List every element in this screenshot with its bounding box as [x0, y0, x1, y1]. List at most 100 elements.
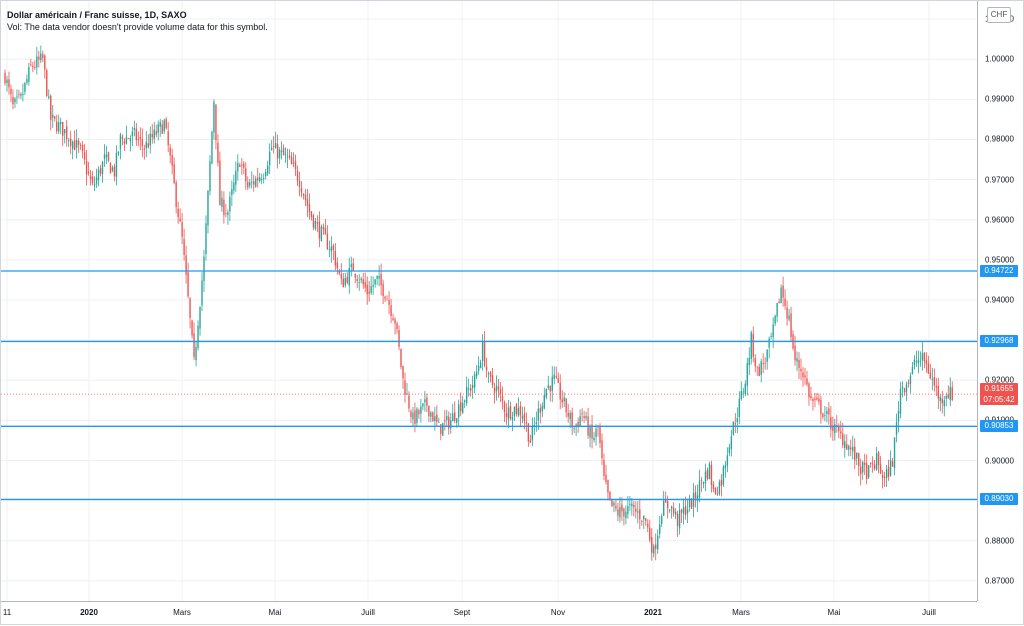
candle-body — [432, 412, 434, 422]
candle-body — [189, 298, 191, 318]
candle-body — [87, 172, 90, 174]
candle-body — [730, 436, 733, 449]
candle-body — [655, 544, 657, 550]
candle-body — [659, 524, 661, 534]
candle-body — [117, 151, 120, 154]
candle-body — [153, 129, 155, 139]
candle-body — [842, 433, 844, 446]
chart-plot-area[interactable]: Dollar américain / Franc suisse, 1D, SAX… — [1, 1, 977, 601]
candle-body — [919, 360, 922, 362]
candle-body — [911, 366, 914, 374]
candle-body — [448, 416, 450, 429]
time-axis[interactable]: 11 2020 Mars Mai Juill Sept Nov 2021 Mars Mai Juil… — [1, 601, 977, 626]
candle-body — [915, 361, 918, 363]
candle-body — [312, 215, 315, 228]
candle-body — [661, 516, 663, 524]
candle-body — [139, 136, 142, 139]
candle-body — [360, 278, 362, 281]
candle-body — [251, 181, 253, 183]
candle-body — [657, 535, 659, 550]
candle-body — [647, 523, 649, 528]
candle-body — [764, 362, 766, 364]
candle-body — [322, 226, 325, 230]
candle-body — [424, 399, 426, 403]
candle-body — [99, 168, 102, 174]
candle-body — [776, 302, 778, 317]
candle-body — [211, 131, 213, 164]
price-axis[interactable]: 1.010001.000000.990000.980000.970000.960… — [977, 1, 1024, 601]
candle-body — [865, 463, 868, 480]
candle-body — [187, 272, 189, 297]
candle-body — [698, 480, 701, 498]
candle-body — [32, 65, 34, 68]
candle-body — [137, 138, 140, 140]
candle-body — [300, 188, 303, 193]
candle-body — [686, 509, 689, 514]
candle-body — [382, 283, 384, 297]
candle-body — [561, 399, 563, 403]
candle-body — [742, 391, 744, 393]
candle-body — [629, 503, 631, 505]
candle-body — [456, 418, 458, 423]
candle-body — [879, 464, 882, 474]
candle-body — [77, 140, 80, 145]
candle-body — [141, 139, 144, 147]
candle-body — [499, 389, 502, 395]
candle-body — [426, 397, 428, 406]
price-tick-label: 0.90000 — [985, 456, 1014, 466]
candle-body — [905, 384, 908, 393]
candle-body — [850, 447, 852, 450]
candle-body — [637, 511, 639, 513]
candle-body — [623, 508, 625, 517]
candle-body — [802, 372, 804, 378]
candle-body — [310, 211, 313, 218]
candle-body — [163, 120, 165, 132]
candle-body — [454, 412, 456, 422]
candle-body — [428, 405, 430, 417]
candle-body — [617, 509, 619, 516]
candle-body — [235, 171, 237, 185]
candle-body — [485, 366, 488, 371]
candle-body — [340, 274, 343, 279]
candle-body — [720, 479, 723, 487]
candle-body — [545, 388, 547, 398]
candle-body — [384, 296, 386, 299]
candle-body — [390, 305, 392, 317]
candle-body — [633, 504, 635, 508]
candle-body — [527, 423, 530, 442]
candle-body — [858, 452, 860, 467]
candle-body — [165, 119, 167, 129]
candle-body — [113, 166, 116, 177]
candle-body — [286, 156, 289, 158]
candle-body — [167, 131, 169, 146]
level-price-label: 0.94722 — [980, 265, 1018, 278]
candle-body — [207, 190, 209, 226]
candle-body — [766, 349, 768, 362]
level-price-label: 0.89030 — [980, 493, 1018, 506]
candle-body — [682, 507, 685, 514]
candle-body — [282, 147, 285, 156]
candle-body — [352, 263, 354, 272]
candle-body — [378, 276, 380, 279]
time-tick-label: Juill — [922, 608, 936, 617]
currency-badge[interactable]: CHF — [987, 7, 1011, 23]
candle-body — [913, 359, 916, 366]
candle-body — [901, 386, 904, 389]
candle-body — [205, 223, 207, 254]
candle-body — [806, 378, 808, 385]
candle-body — [93, 183, 96, 186]
candle-body — [549, 385, 551, 392]
price-tick-label: 0.88000 — [985, 536, 1014, 546]
candle-body — [834, 424, 836, 434]
candle-body — [237, 163, 239, 172]
candle-body — [414, 410, 416, 425]
candle-body — [149, 133, 151, 146]
candle-body — [356, 279, 358, 281]
candle-body — [133, 128, 136, 130]
candle-body — [147, 143, 149, 148]
candle-body — [320, 226, 323, 242]
candle-body — [575, 424, 577, 427]
candle-body — [497, 386, 500, 390]
candle-body — [565, 398, 567, 413]
horizontal-levels — [1, 270, 977, 501]
